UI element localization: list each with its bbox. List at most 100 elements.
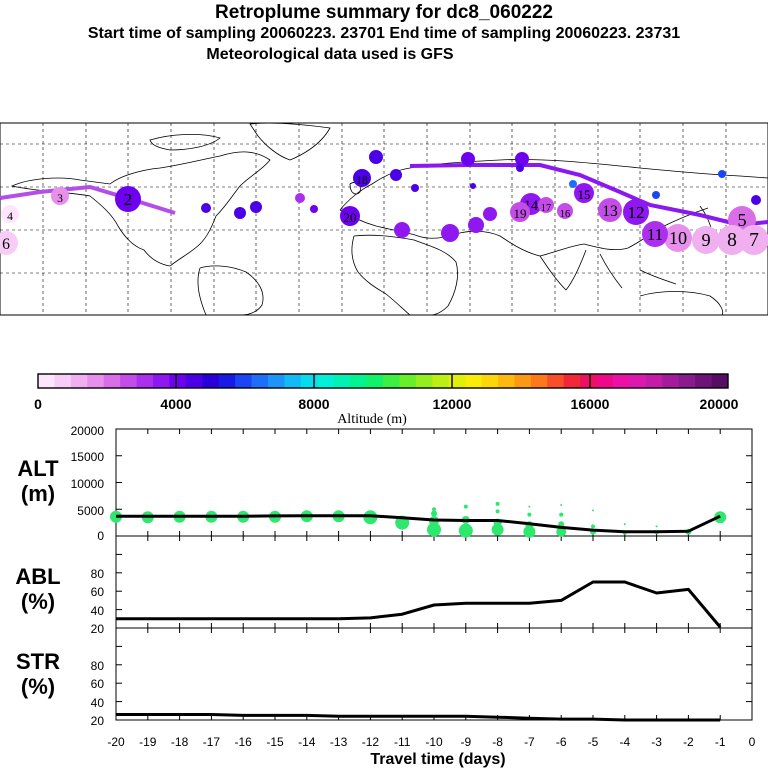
colorbar-cell	[54, 374, 72, 388]
altitude-cluster-point	[495, 509, 500, 514]
colorbar-cell	[103, 374, 121, 388]
day-number-label: 16	[560, 209, 570, 220]
x-tick-label: -14	[298, 735, 316, 749]
colorbar-cell	[350, 374, 367, 388]
colorbar-cell	[481, 374, 499, 388]
abl-panel-unit: (%)	[21, 589, 55, 614]
day-number-label: 18	[356, 174, 368, 187]
altitude-cluster-point	[363, 510, 378, 525]
day-number-label: 9	[701, 230, 710, 250]
plume-marker	[250, 201, 262, 213]
day-number-label: 19	[514, 206, 527, 221]
x-tick-label: -2	[683, 735, 694, 749]
colorbar-cell	[662, 374, 680, 388]
altitude-cluster-point	[655, 525, 658, 528]
x-tick-label: -16	[235, 735, 253, 749]
colorbar-cell	[120, 374, 137, 388]
plume-marker	[623, 199, 649, 225]
plume-marker	[510, 202, 530, 222]
timeseries-panels: ALT (m) ABL (%) STR (%) 20000 15000 1000…	[15, 424, 755, 768]
alt-ytick-label: 5000	[77, 504, 104, 518]
altitude-cluster-point	[523, 525, 536, 538]
altitude-cluster-point	[463, 504, 468, 509]
alt-ytick-label: 10000	[71, 477, 105, 491]
met-data-note: Meteorological data used is GFS	[206, 46, 454, 63]
plume-marker	[461, 152, 475, 166]
plume-marker	[483, 207, 497, 221]
plume-marker	[201, 203, 211, 213]
colorbar-tick-label: 4000	[160, 396, 191, 412]
australia-coast	[639, 291, 724, 316]
colorbar-cell	[366, 374, 384, 388]
str-ytick-label: 60	[91, 677, 105, 691]
plume-marker	[1, 205, 19, 223]
plume-marker	[652, 191, 660, 199]
day-number-label: 13	[602, 203, 618, 220]
alt-panel-label: ALT	[17, 456, 59, 481]
x-tick-label: -20	[107, 735, 125, 749]
day-number-label: 5	[737, 210, 746, 230]
colorbar-cell	[185, 374, 203, 388]
altitude-cluster-point	[623, 523, 626, 526]
x-tick-label: -11	[394, 735, 411, 749]
colorbar-cell	[498, 374, 515, 388]
colorbar-frame	[37, 373, 729, 389]
altitude-cluster-point	[432, 507, 436, 512]
x-tick-label: -9	[460, 735, 471, 749]
colorbar-cell	[645, 374, 663, 388]
greenland-coast	[249, 122, 331, 161]
plume-marker	[0, 231, 18, 255]
x-axis-label: Travel time (days)	[370, 751, 505, 768]
africa-coast	[351, 234, 458, 316]
plume-marker	[441, 224, 459, 242]
day-number-label: 20	[344, 210, 357, 225]
x-tick-label: -19	[139, 735, 157, 749]
colorbar-cell	[399, 374, 417, 388]
x-tick-label: -17	[203, 735, 221, 749]
day-number-label: 6	[2, 236, 10, 253]
day-number-label: 15	[578, 187, 591, 202]
day-number-label: 2	[124, 190, 132, 209]
plume-marker	[538, 197, 554, 213]
x-tick-label: -1	[715, 735, 726, 749]
southeast-asia-coast	[599, 253, 677, 289]
str-panel-unit: (%)	[21, 674, 55, 699]
colorbar-cell	[448, 374, 466, 388]
plume-marker	[718, 170, 726, 178]
series-line-str	[116, 713, 721, 722]
x-tick-label: -5	[588, 735, 599, 749]
x-tick-label: -13	[330, 735, 348, 749]
alt-ytick-label: 0	[97, 529, 104, 543]
colorbar-cell	[333, 374, 351, 388]
colorbar-cell	[432, 374, 450, 388]
abl-ytick-label: 20	[91, 622, 105, 636]
abl-panel-frame	[115, 535, 753, 629]
colorbar-cell	[596, 374, 614, 388]
colorbar-cell	[70, 374, 88, 388]
day-number-label: 3	[57, 192, 63, 205]
india-coast	[539, 249, 587, 291]
colorbar-cell	[580, 374, 597, 388]
colorbar-label: Altitude (m)	[337, 412, 407, 427]
altitude-cluster-point	[495, 501, 500, 506]
plume-marker	[598, 198, 622, 222]
colorbar-cell	[678, 374, 696, 388]
x-tick-label: -3	[651, 735, 662, 749]
colorbar-cell	[235, 374, 252, 388]
arctic-islands-coast	[149, 133, 221, 151]
x-tick-label: -12	[362, 735, 380, 749]
abl-panel-label: ABL	[15, 564, 60, 589]
altitude-cluster-point	[527, 512, 532, 517]
plume-marker	[468, 217, 484, 233]
day-number-label: 17	[541, 203, 551, 214]
colorbar-cell	[218, 374, 236, 388]
day-number-label: 8	[727, 230, 737, 251]
plume-marker	[516, 164, 524, 172]
altitude-colorbar: 0 4000 8000 12000 16000 20000 Altitude (…	[34, 373, 739, 427]
x-tick-label: -8	[492, 735, 503, 749]
day-number-label: 4	[7, 210, 13, 223]
abl-ytick-label: 40	[91, 604, 105, 618]
abl-ytick-label: 80	[91, 567, 105, 581]
